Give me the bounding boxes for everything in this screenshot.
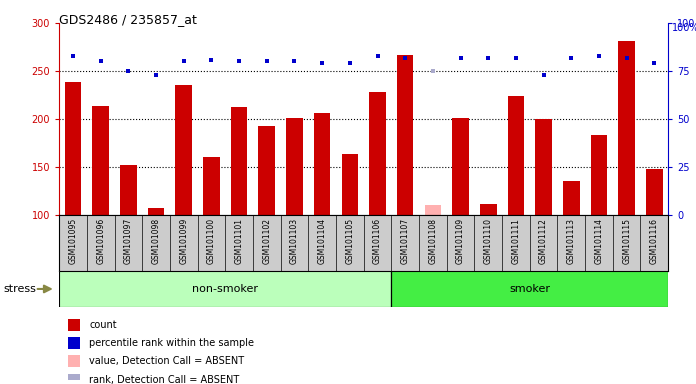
Bar bbox=[68, 374, 81, 384]
Text: GSM101108: GSM101108 bbox=[428, 218, 437, 264]
Text: GSM101097: GSM101097 bbox=[124, 218, 133, 264]
Text: GSM101115: GSM101115 bbox=[622, 218, 631, 264]
Text: 100%: 100% bbox=[672, 23, 696, 33]
Text: rank, Detection Call = ABSENT: rank, Detection Call = ABSENT bbox=[89, 374, 239, 384]
Text: GSM101098: GSM101098 bbox=[152, 218, 161, 264]
Text: GSM101104: GSM101104 bbox=[317, 218, 326, 264]
Bar bbox=[591, 136, 607, 215]
Bar bbox=[231, 107, 247, 215]
Text: GSM101105: GSM101105 bbox=[345, 218, 354, 264]
Text: value, Detection Call = ABSENT: value, Detection Call = ABSENT bbox=[89, 356, 244, 366]
Bar bbox=[258, 126, 275, 215]
Bar bbox=[148, 208, 164, 215]
Bar bbox=[507, 96, 524, 215]
Text: GSM101109: GSM101109 bbox=[456, 218, 465, 264]
Bar bbox=[397, 55, 413, 215]
Bar bbox=[59, 271, 391, 307]
Text: smoker: smoker bbox=[509, 284, 551, 294]
Bar bbox=[120, 165, 136, 215]
Text: GSM101113: GSM101113 bbox=[567, 218, 576, 264]
Text: GSM101095: GSM101095 bbox=[68, 218, 77, 264]
Text: GSM101101: GSM101101 bbox=[235, 218, 244, 264]
Text: count: count bbox=[89, 319, 117, 330]
Text: GDS2486 / 235857_at: GDS2486 / 235857_at bbox=[59, 13, 197, 26]
Text: GSM101096: GSM101096 bbox=[96, 218, 105, 264]
Text: GSM101116: GSM101116 bbox=[650, 218, 659, 264]
Bar bbox=[68, 319, 81, 331]
Bar bbox=[65, 82, 81, 215]
Bar bbox=[391, 271, 668, 307]
Text: GSM101110: GSM101110 bbox=[484, 218, 493, 264]
Text: GSM101102: GSM101102 bbox=[262, 218, 271, 264]
Bar bbox=[93, 106, 109, 215]
Bar bbox=[314, 113, 331, 215]
Text: GSM101100: GSM101100 bbox=[207, 218, 216, 264]
Bar bbox=[369, 92, 386, 215]
Bar bbox=[452, 118, 469, 215]
Bar bbox=[535, 119, 552, 215]
Bar bbox=[286, 118, 303, 215]
Text: GSM101112: GSM101112 bbox=[539, 218, 548, 264]
Bar bbox=[203, 157, 220, 215]
Bar bbox=[563, 182, 580, 215]
Text: stress: stress bbox=[3, 284, 36, 294]
Bar bbox=[59, 271, 391, 307]
Bar bbox=[68, 355, 81, 367]
Text: GSM101107: GSM101107 bbox=[401, 218, 410, 264]
Bar bbox=[342, 154, 358, 215]
Bar bbox=[480, 204, 496, 215]
Text: non-smoker: non-smoker bbox=[192, 284, 258, 294]
Text: percentile rank within the sample: percentile rank within the sample bbox=[89, 338, 254, 348]
Text: GSM101114: GSM101114 bbox=[594, 218, 603, 264]
Text: GSM101099: GSM101099 bbox=[180, 218, 188, 264]
Bar bbox=[425, 205, 441, 215]
Bar bbox=[646, 169, 663, 215]
Bar bbox=[618, 41, 635, 215]
Text: GSM101106: GSM101106 bbox=[373, 218, 382, 264]
Text: GSM101111: GSM101111 bbox=[512, 218, 521, 264]
Text: GSM101103: GSM101103 bbox=[290, 218, 299, 264]
Bar bbox=[175, 86, 192, 215]
Bar bbox=[68, 337, 81, 349]
Bar bbox=[391, 271, 668, 307]
